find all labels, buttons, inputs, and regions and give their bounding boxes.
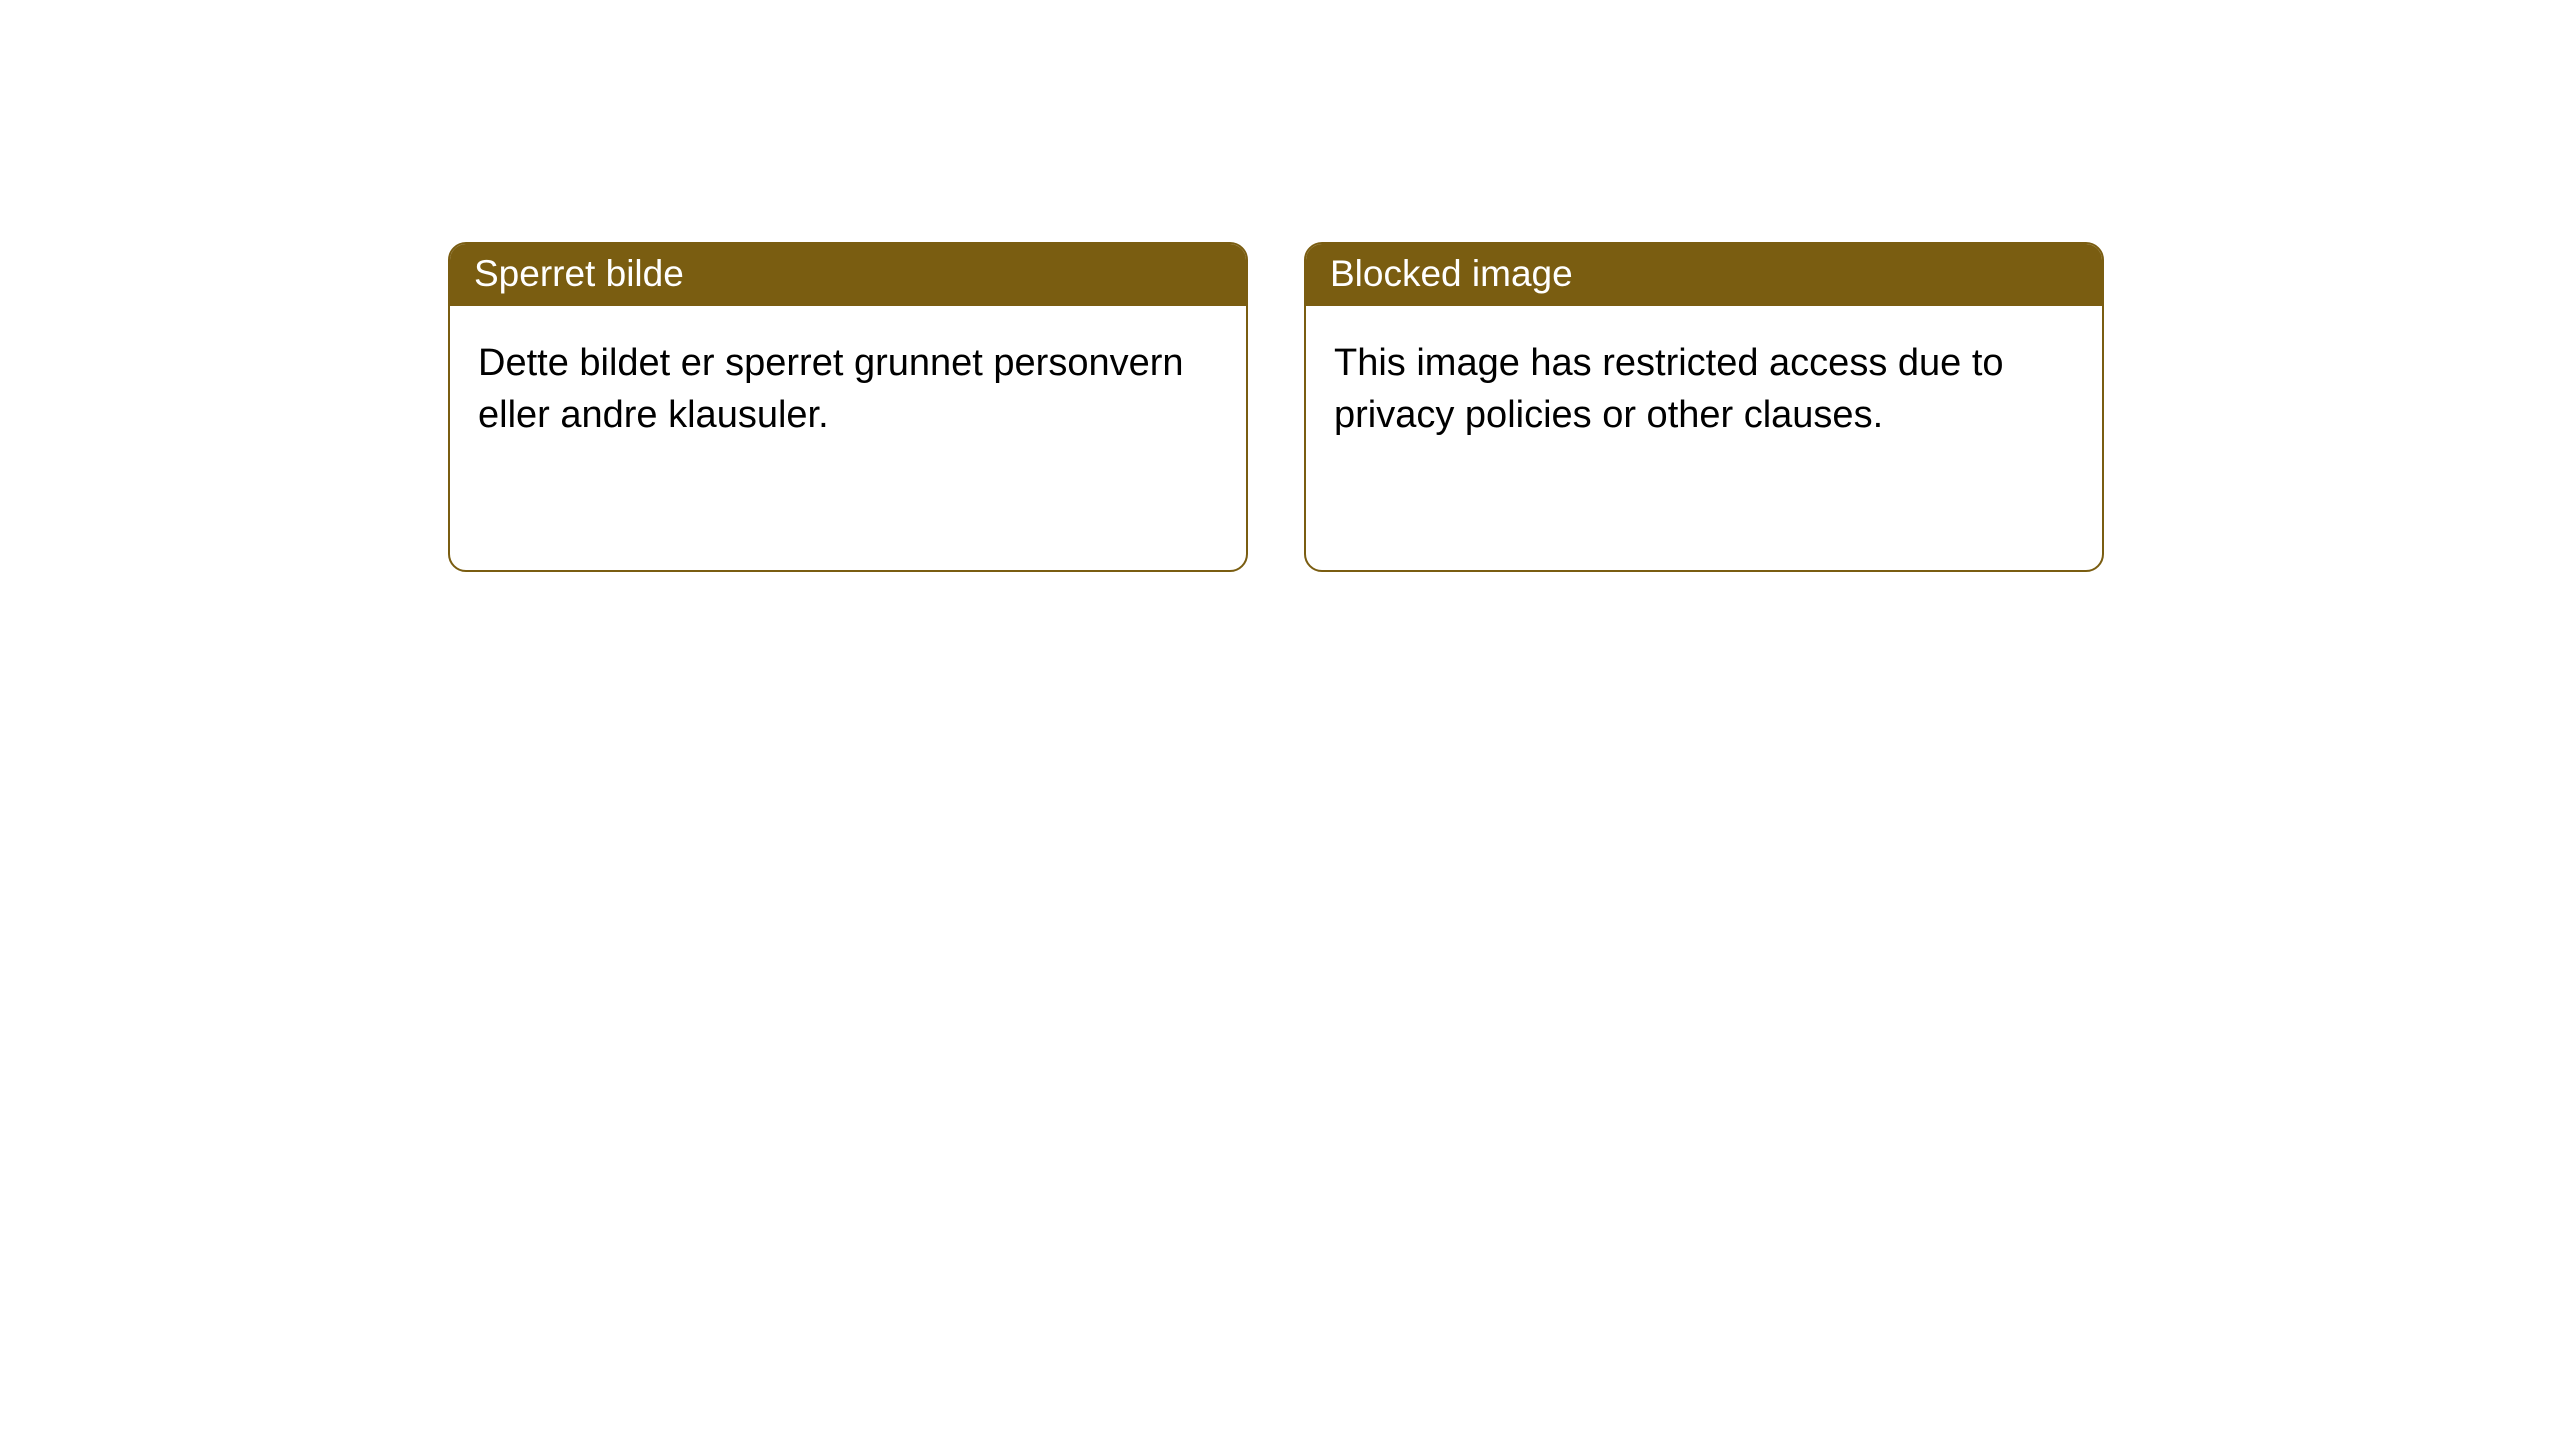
notice-container: Sperret bilde Dette bildet er sperret gr… — [0, 0, 2560, 572]
notice-card-norwegian: Sperret bilde Dette bildet er sperret gr… — [448, 242, 1248, 572]
notice-header: Sperret bilde — [450, 244, 1246, 306]
notice-body: Dette bildet er sperret grunnet personve… — [450, 306, 1246, 473]
notice-header: Blocked image — [1306, 244, 2102, 306]
notice-body: This image has restricted access due to … — [1306, 306, 2102, 473]
notice-card-english: Blocked image This image has restricted … — [1304, 242, 2104, 572]
